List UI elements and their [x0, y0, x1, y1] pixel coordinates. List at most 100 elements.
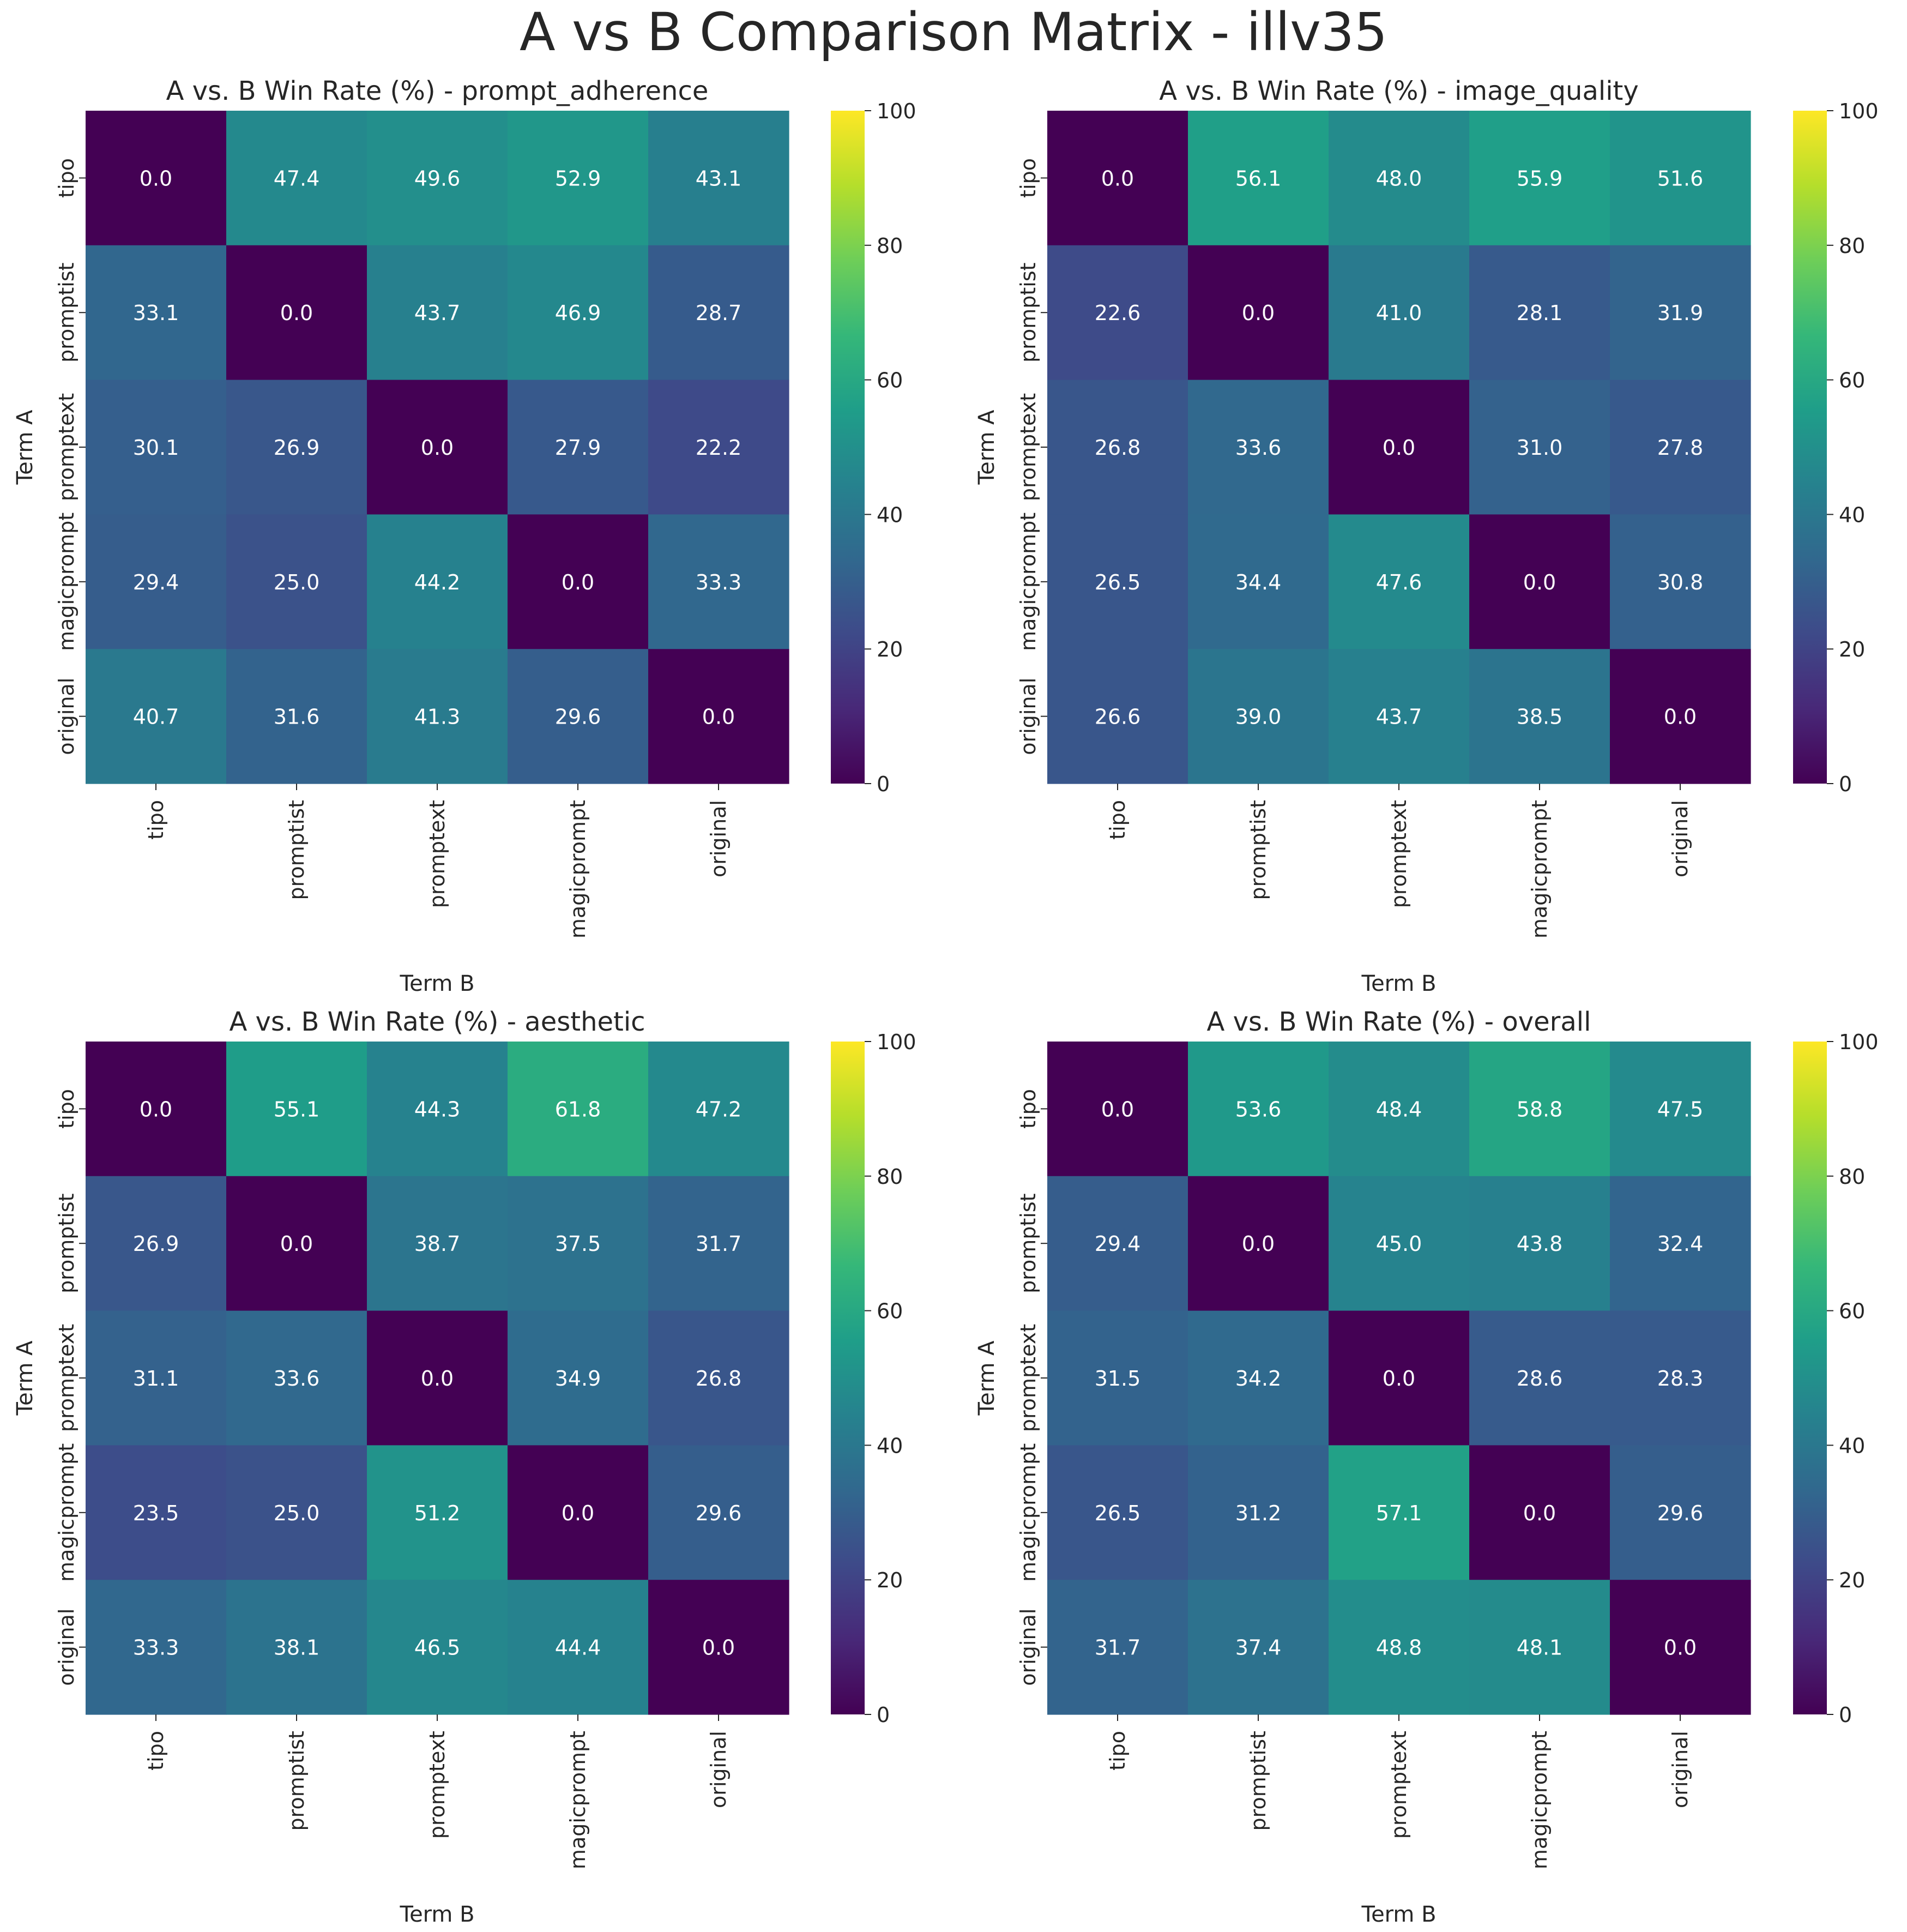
- heatmap-cell: [648, 514, 789, 649]
- heatmap-cell: [1188, 1580, 1329, 1715]
- heatmap-title: A vs. B Win Rate (%) - image_quality: [1159, 76, 1639, 106]
- heatmap-cell: [508, 1042, 649, 1177]
- cell-value: 0.0: [1664, 1636, 1697, 1660]
- heatmap-cell: [1188, 649, 1329, 784]
- cell-value: 29.6: [555, 705, 601, 729]
- heatmap-panel-4: A vs. B Win Rate (%) - overall 0.0 53.6 48.…: [974, 1007, 1879, 1927]
- heatmap-cell: [508, 1310, 649, 1446]
- cell-value: 0.0: [1383, 1367, 1415, 1391]
- colorbar-tick-label: 60: [877, 369, 903, 393]
- cell-value: 43.7: [414, 301, 461, 325]
- heatmap-cell: [1188, 514, 1329, 649]
- cell-value: 31.9: [1657, 301, 1704, 325]
- heatmap-cell: [508, 1445, 649, 1580]
- cell-value: 61.8: [555, 1097, 601, 1121]
- heatmap-cell: [1469, 1310, 1610, 1446]
- heatmap-cell: [1329, 245, 1470, 381]
- heatmap-cell: [1469, 111, 1610, 246]
- y-tick-label: original: [1016, 1609, 1040, 1686]
- heatmap-cell: [86, 245, 227, 381]
- heatmap-panel-3: A vs. B Win Rate (%) - aesthetic 0.0 55.1 4…: [13, 1007, 916, 1927]
- heatmap-cell: [508, 111, 649, 246]
- heatmap-cell: [86, 1310, 227, 1446]
- heatmap-cell: [1469, 1176, 1610, 1311]
- heatmap-cell: [367, 1042, 508, 1177]
- y-tick-label: promptext: [1016, 393, 1040, 501]
- cell-value: 38.1: [274, 1636, 320, 1660]
- heatmap-cell: [1610, 649, 1751, 784]
- cell-value: 47.6: [1376, 570, 1422, 594]
- cell-value: 30.8: [1657, 570, 1704, 594]
- heatmap-cell: [1469, 1445, 1610, 1580]
- colorbar-tick-label: 100: [877, 1030, 916, 1054]
- heatmap-cell: [367, 1580, 508, 1715]
- heatmap-cell: [1188, 1310, 1329, 1446]
- x-tick-label: promptist: [1246, 1731, 1270, 1831]
- cell-value: 34.4: [1235, 570, 1282, 594]
- heatmap-title: A vs. B Win Rate (%) - prompt_adherence: [166, 76, 709, 106]
- cell-value: 31.1: [133, 1367, 179, 1391]
- heatmap-cell: [1047, 111, 1188, 246]
- colorbar-tick-label: 100: [1839, 1030, 1879, 1054]
- heatmap-cell: [86, 1042, 227, 1177]
- heatmap-cell: [1047, 1176, 1188, 1311]
- cell-value: 0.0: [1523, 1501, 1556, 1525]
- y-tick-label: promptist: [1016, 262, 1040, 362]
- cell-value: 56.1: [1235, 166, 1282, 190]
- x-tick-label: promptext: [1387, 800, 1411, 908]
- colorbar-tick-label: 60: [1839, 369, 1865, 393]
- cell-value: 47.2: [696, 1097, 742, 1121]
- cell-value: 23.5: [133, 1501, 179, 1525]
- cell-value: 58.8: [1517, 1097, 1563, 1121]
- heatmap-cell: [508, 245, 649, 381]
- heatmap-cell: [226, 245, 367, 381]
- y-axis-label: Term A: [974, 410, 999, 485]
- heatmap-cell: [226, 1176, 367, 1311]
- heatmap-cell: [86, 1580, 227, 1715]
- x-tick-label: tipo: [1106, 1731, 1130, 1771]
- heatmap-cell: [648, 111, 789, 246]
- cell-value: 41.0: [1376, 301, 1422, 325]
- y-tick-label: promptext: [1016, 1324, 1040, 1432]
- y-tick-label: promptext: [55, 1324, 79, 1432]
- heatmap-cell: [1047, 1042, 1188, 1177]
- heatmap-cell: [226, 1310, 367, 1446]
- heatmap-cell: [1610, 111, 1751, 246]
- heatmap-cell: [367, 1176, 508, 1311]
- heatmap-cell: [86, 1176, 227, 1311]
- cell-value: 47.5: [1657, 1097, 1704, 1121]
- colorbar: [831, 1042, 865, 1714]
- colorbar-tick-label: 40: [877, 503, 903, 527]
- cell-value: 37.5: [555, 1232, 601, 1256]
- heatmap-cell: [1047, 245, 1188, 381]
- cell-value: 48.8: [1376, 1636, 1422, 1660]
- heatmap-cell: [1329, 1580, 1470, 1715]
- heatmap-cell: [367, 1310, 508, 1446]
- heatmap-cell: [1329, 1042, 1470, 1177]
- y-tick-label: promptist: [55, 1193, 79, 1293]
- cell-value: 34.9: [555, 1367, 601, 1391]
- colorbar-tick-label: 0: [1839, 772, 1852, 796]
- heatmap-cell: [1188, 1042, 1329, 1177]
- y-tick-label: magicprompt: [55, 1443, 79, 1582]
- cell-value: 29.6: [1657, 1501, 1704, 1525]
- x-tick-label: original: [707, 800, 731, 877]
- colorbar-tick-label: 100: [877, 99, 916, 123]
- cell-value: 44.2: [414, 570, 461, 594]
- cell-value: 44.4: [555, 1636, 601, 1660]
- figure-title: A vs B Comparison Matrix - illv35: [520, 2, 1387, 63]
- heatmap-cell: [648, 649, 789, 784]
- heatmap-cell: [1469, 514, 1610, 649]
- heatmap-cell: [1329, 111, 1470, 246]
- cell-value: 57.1: [1376, 1501, 1422, 1525]
- y-tick-label: original: [55, 678, 79, 755]
- colorbar-tick-label: 0: [877, 1703, 890, 1727]
- cell-value: 0.0: [1101, 166, 1134, 190]
- cell-value: 31.7: [1095, 1636, 1141, 1660]
- x-tick-label: magicprompt: [566, 800, 590, 938]
- colorbar: [1793, 1042, 1827, 1714]
- cell-value: 0.0: [702, 705, 735, 729]
- colorbar-tick-label: 40: [1839, 1434, 1865, 1458]
- colorbar-tick-label: 20: [1839, 637, 1865, 661]
- heatmap-cell: [1047, 380, 1188, 515]
